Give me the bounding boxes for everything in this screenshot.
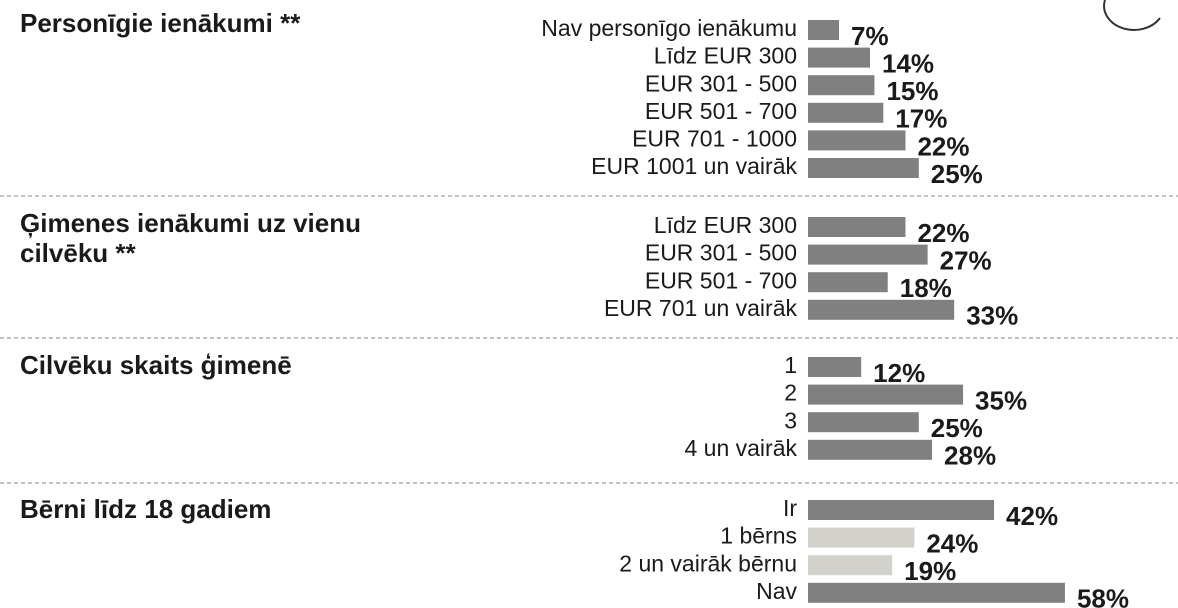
bar [808, 439, 933, 460]
category-label: EUR 301 - 500 [645, 240, 797, 266]
bar [808, 244, 928, 265]
bar [808, 102, 884, 123]
value-label: 33% [966, 301, 1018, 331]
category-label: EUR 301 - 500 [645, 70, 797, 96]
section-title: Bērni līdz 18 gadiem [20, 494, 272, 524]
category-label: EUR 1001 un vairāk [591, 153, 797, 179]
category-label: Nav personīgo ienākumu [541, 15, 797, 41]
category-label: EUR 701 - 1000 [632, 125, 797, 151]
category-label: Līdz EUR 300 [654, 212, 797, 238]
category-label: EUR 701 un vairāk [604, 295, 798, 321]
icon-fragment [1103, 0, 1161, 31]
value-label: 25% [931, 413, 983, 443]
value-label: 15% [886, 76, 938, 106]
category-label: 4 un vairāk [684, 435, 797, 461]
category-label: EUR 501 - 700 [645, 267, 797, 293]
bar [808, 500, 995, 520]
value-label: 24% [926, 528, 978, 558]
bar [808, 299, 955, 320]
category-label: 3 [784, 407, 797, 433]
value-label: 35% [975, 385, 1027, 415]
category-label: Ir [783, 495, 797, 521]
value-label: 22% [917, 218, 969, 248]
bar [808, 158, 919, 178]
section-title: Personīgie ienākumi ** [20, 8, 301, 38]
bar [808, 357, 862, 377]
value-label: 12% [873, 358, 925, 388]
category-label: 2 [784, 380, 797, 406]
bar [808, 555, 893, 576]
bar [808, 527, 915, 548]
category-label: 1 [784, 352, 797, 378]
bar [808, 75, 875, 96]
value-label: 28% [944, 441, 996, 471]
value-label: 42% [1006, 501, 1058, 531]
category-label: Nav [756, 578, 797, 604]
bar [808, 130, 906, 151]
value-label: 19% [904, 556, 956, 586]
bar [808, 217, 906, 237]
value-label: 58% [1077, 584, 1129, 608]
value-label: 7% [851, 21, 889, 51]
category-label: Līdz EUR 300 [654, 43, 797, 69]
bar [808, 272, 888, 293]
category-label: EUR 501 - 700 [645, 98, 797, 124]
value-label: 25% [931, 159, 983, 189]
value-label: 27% [940, 245, 992, 275]
value-label: 14% [882, 48, 934, 78]
bar [808, 582, 1065, 603]
category-label: 2 un vairāk bērnu [619, 550, 797, 576]
bar [808, 384, 964, 405]
bar [808, 412, 919, 433]
section-title: Ģimenes ienākumi uz vienu cilvēku ** [20, 208, 361, 268]
value-label: 18% [900, 273, 952, 303]
section-title: Cilvēku skaits ģimenē [20, 350, 292, 380]
category-label: 1 bērns [720, 523, 797, 549]
value-label: 17% [895, 104, 947, 134]
bar [808, 20, 840, 40]
bar [808, 47, 871, 68]
value-label: 22% [917, 131, 969, 161]
